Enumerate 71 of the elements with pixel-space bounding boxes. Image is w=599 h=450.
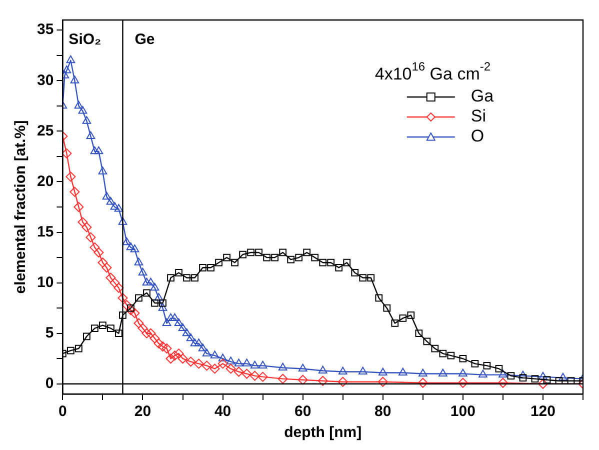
legend-label: O <box>470 126 484 146</box>
point <box>74 202 84 212</box>
point <box>378 376 388 387</box>
point <box>162 344 172 354</box>
point <box>110 278 120 288</box>
point <box>130 308 140 318</box>
point <box>218 358 228 369</box>
point <box>106 272 116 283</box>
x-tick-label: 60 <box>294 403 312 420</box>
point <box>86 232 96 242</box>
point <box>114 282 124 293</box>
point <box>318 376 328 386</box>
x-tick-label: 100 <box>450 403 476 420</box>
point <box>158 341 168 352</box>
legend-label: Si <box>470 106 486 126</box>
legend-label: Ga <box>470 86 494 106</box>
y-tick-label: 0 <box>45 375 54 392</box>
point <box>202 360 212 371</box>
point <box>90 242 100 252</box>
point <box>70 186 80 197</box>
point <box>234 366 244 377</box>
point <box>210 364 220 374</box>
point <box>102 262 112 273</box>
point <box>98 258 108 268</box>
annotation: SiO₂ <box>68 31 102 48</box>
y-axis-title: elemental fraction [at.%] <box>12 120 30 294</box>
point <box>78 217 88 228</box>
x-tick-label: 120 <box>530 403 556 420</box>
point <box>146 328 156 338</box>
point <box>134 318 144 328</box>
x-tick-label: 0 <box>58 403 67 420</box>
x-tick-label: 20 <box>134 403 152 420</box>
x-tick-label: 40 <box>214 403 232 420</box>
point <box>150 333 160 344</box>
point <box>122 300 132 310</box>
point <box>174 348 184 359</box>
x-tick-label: 80 <box>374 403 392 420</box>
point <box>458 378 468 388</box>
point <box>498 378 508 388</box>
y-tick-label: 10 <box>36 274 54 291</box>
point <box>142 328 152 338</box>
point <box>94 247 104 258</box>
point <box>338 376 348 387</box>
point <box>166 354 176 364</box>
point <box>126 305 136 316</box>
point <box>418 378 428 388</box>
y-tick-label: 20 <box>36 172 54 190</box>
y-tick-label: 30 <box>36 72 54 89</box>
point <box>538 378 548 389</box>
y-tick-label: 5 <box>45 324 54 342</box>
point <box>242 368 252 379</box>
point <box>154 338 164 348</box>
annotation: Ge <box>134 31 155 48</box>
point <box>258 372 268 382</box>
point <box>66 172 76 182</box>
point <box>250 370 260 381</box>
point <box>62 148 72 158</box>
y-tick-label: 25 <box>36 122 54 140</box>
point <box>186 356 196 367</box>
point <box>278 374 288 384</box>
point <box>138 323 148 334</box>
x-axis-title: depth [nm] <box>284 424 362 442</box>
point <box>118 292 128 303</box>
point <box>226 364 236 374</box>
point <box>82 222 92 232</box>
point <box>178 354 188 364</box>
point <box>298 374 308 385</box>
y-tick-label: 35 <box>36 21 54 38</box>
point <box>170 350 180 361</box>
y-tick-label: 15 <box>36 223 54 240</box>
point <box>194 358 204 369</box>
